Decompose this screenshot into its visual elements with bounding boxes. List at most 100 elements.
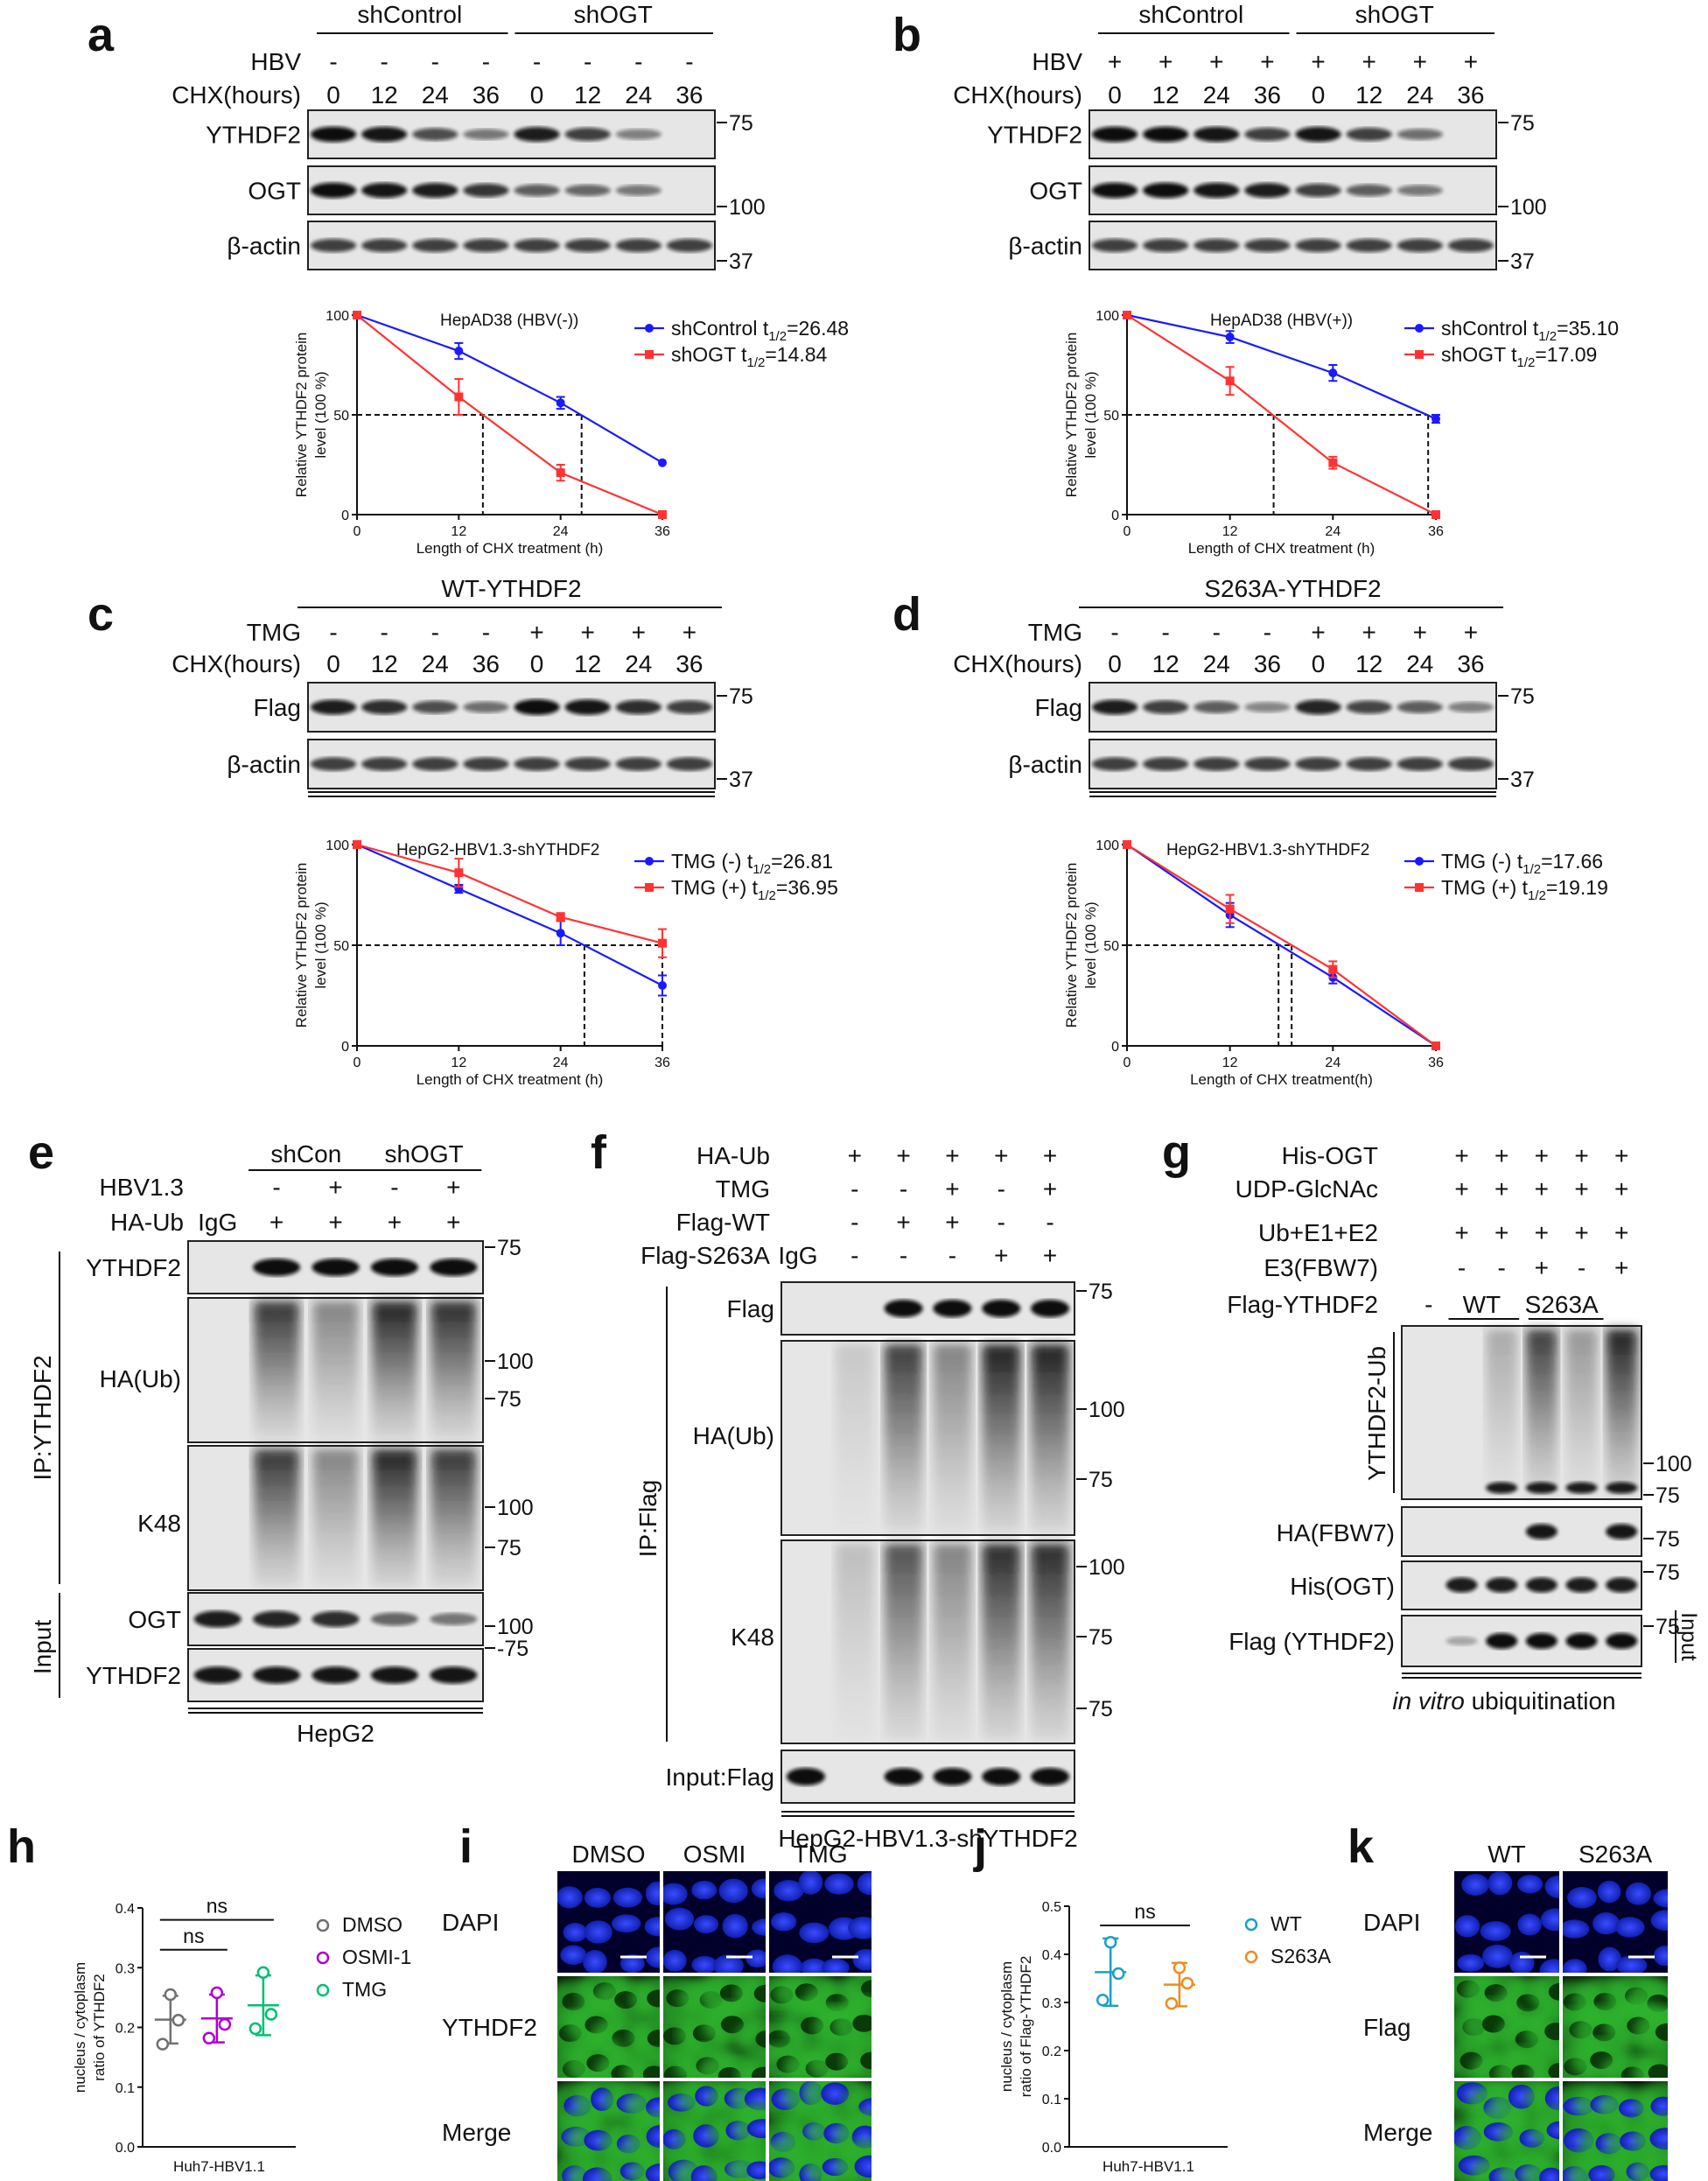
band xyxy=(1295,238,1341,253)
condition-value: 12 xyxy=(574,81,601,109)
nucleus xyxy=(713,1954,744,1973)
column-label: TMG xyxy=(793,1841,847,1868)
nucleus xyxy=(612,1887,643,1908)
nucleus-shadow xyxy=(647,1989,660,2008)
condition-value: + xyxy=(270,1209,284,1236)
group-label: shControl xyxy=(1138,1,1243,28)
smear xyxy=(1031,1544,1070,1740)
mw-marker: 75 xyxy=(1656,1560,1680,1585)
blot-label: YTHDF2 xyxy=(987,122,1082,149)
band xyxy=(311,699,357,715)
condition-value: - xyxy=(584,48,592,75)
condition-value: + xyxy=(1209,48,1223,75)
band xyxy=(1606,1633,1638,1649)
y-tick-label: 0.2 xyxy=(116,2022,135,2037)
band xyxy=(312,1610,360,1628)
data-point xyxy=(1225,904,1235,914)
data-point xyxy=(210,1986,224,2000)
band xyxy=(933,1768,972,1785)
mw-marker: 75 xyxy=(1088,1468,1113,1492)
nucleus xyxy=(1563,1919,1590,1939)
band xyxy=(412,128,458,141)
mw-marker: 37 xyxy=(1510,249,1535,274)
nucleus xyxy=(1482,1944,1513,1968)
nucleus xyxy=(645,1946,660,1968)
condition-value: + xyxy=(945,1209,959,1236)
band xyxy=(1143,182,1189,199)
ip-label: IP:Flag xyxy=(634,1480,662,1558)
band xyxy=(615,129,662,140)
smear xyxy=(1606,1329,1638,1496)
band xyxy=(1031,1300,1070,1317)
condition-value: + xyxy=(896,1142,910,1169)
band xyxy=(1092,757,1138,771)
y-tick-label: 0.0 xyxy=(1042,2141,1061,2156)
mw-marker: 75 xyxy=(1088,1280,1113,1304)
condition-value: - xyxy=(1213,619,1221,646)
blot-K48 xyxy=(187,1445,484,1591)
legend-entry: shControl t1/2=35.10 xyxy=(1441,317,1619,344)
condition-value: + xyxy=(529,619,543,646)
x-tick-label: 24 xyxy=(1325,1055,1340,1070)
group-label: shOGT xyxy=(1355,1,1434,28)
band xyxy=(312,1666,360,1684)
smear xyxy=(430,1301,477,1439)
condition-value: + xyxy=(1311,48,1325,75)
condition-row-label: TMG xyxy=(1028,619,1082,646)
condition-value: 24 xyxy=(625,650,652,677)
igg-label: IgG xyxy=(778,1242,817,1269)
band xyxy=(1565,1482,1598,1494)
smear xyxy=(884,1544,923,1740)
band xyxy=(430,1612,478,1626)
legend-entry: TMG xyxy=(342,1978,387,2001)
data-point xyxy=(1103,1936,1117,1949)
condition-value: 24 xyxy=(625,81,652,109)
condition-value: - xyxy=(998,1209,1005,1236)
condition-value: 0 xyxy=(530,81,544,109)
band xyxy=(615,757,662,771)
band xyxy=(361,238,408,253)
data-point xyxy=(172,2014,186,2027)
nucleus-shadow xyxy=(1655,2023,1668,2041)
condition-value: - xyxy=(850,1242,858,1269)
nucleus xyxy=(799,1922,830,1944)
smear xyxy=(982,1344,1021,1532)
band xyxy=(1606,1524,1638,1539)
series-line xyxy=(356,843,663,944)
condition-value: - xyxy=(1578,1254,1586,1281)
nucleus xyxy=(1653,1889,1668,1908)
y-tick-label: 0.3 xyxy=(116,1961,135,1976)
legend-half-life: =26.48 xyxy=(787,317,849,340)
mw-marker: 100 xyxy=(729,195,766,220)
nucleus-shadow xyxy=(1511,2064,1535,2078)
condition-value: + xyxy=(1362,619,1376,646)
band xyxy=(1194,238,1240,253)
data-point xyxy=(353,311,361,319)
data-point xyxy=(264,2008,278,2021)
condition-value: 24 xyxy=(1406,650,1433,677)
band xyxy=(1396,129,1443,140)
condition-value: 12 xyxy=(1355,650,1382,677)
significance-label: ns xyxy=(1134,1900,1155,1923)
nucleus xyxy=(771,1911,797,1932)
nucleus-shadow xyxy=(1548,1982,1559,2001)
column-label: DMSO xyxy=(572,1841,646,1868)
band xyxy=(1194,757,1240,771)
data-point xyxy=(556,912,565,922)
x-tick-label: 12 xyxy=(1222,1055,1238,1070)
blot-YTHDF2-Ub xyxy=(1401,1325,1642,1500)
legend-subscript: 1/2 xyxy=(768,329,787,344)
nucleus xyxy=(663,1949,687,1972)
data-point xyxy=(156,2037,170,2051)
band xyxy=(666,757,712,771)
smear xyxy=(1525,1329,1558,1496)
mw-marker: 75 xyxy=(729,684,753,709)
series-line xyxy=(1126,844,1437,1047)
band xyxy=(1244,757,1291,771)
legend-marker xyxy=(1415,324,1424,333)
data-point xyxy=(1165,1996,1179,2010)
condition-value: + xyxy=(848,1142,862,1169)
x-tick-label: 0 xyxy=(1124,1055,1131,1070)
condition-row-label: TMG xyxy=(247,619,301,646)
input-label-text: Input xyxy=(29,1620,56,1674)
